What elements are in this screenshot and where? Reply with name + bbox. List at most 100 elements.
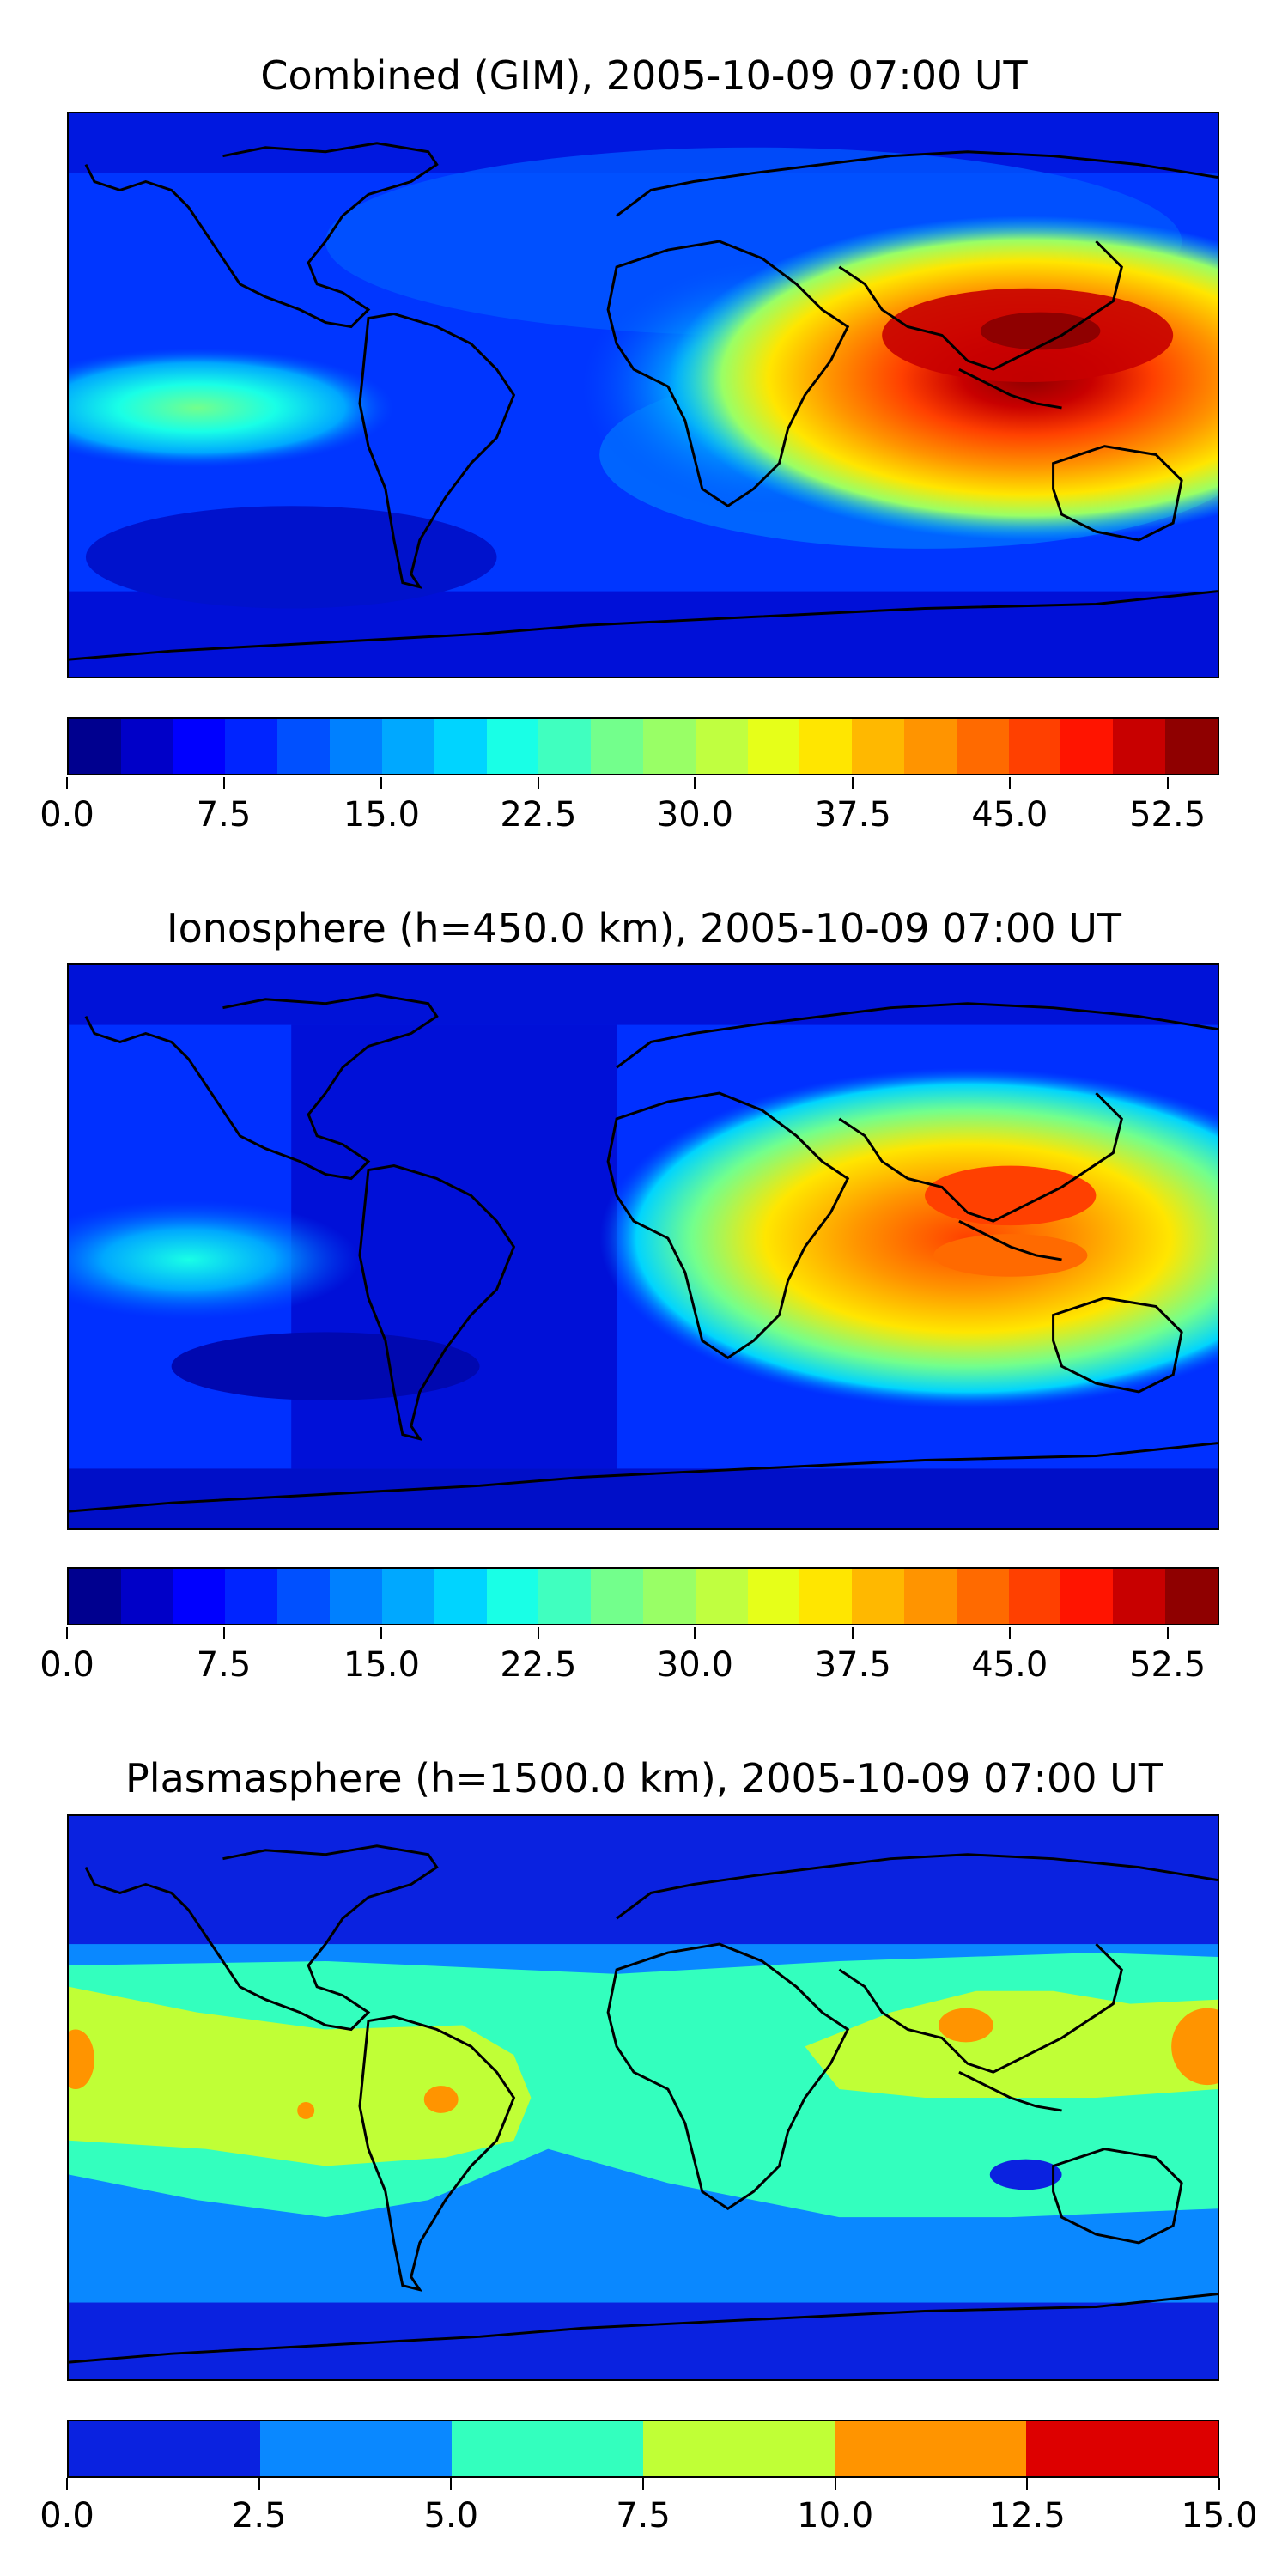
colorbar-tick-label: 5.0 (423, 2496, 479, 2536)
colorbar-combined (67, 717, 1219, 775)
colorbar-tick (537, 1627, 539, 1639)
colorbar-tick (694, 1627, 696, 1639)
colorbar-segment (1113, 719, 1166, 774)
colorbar-ticks-combined: 0.0 7.5 15.0 22.5 30.0 37.5 45.0 52.5 (39, 777, 1219, 834)
map-title: Plasmasphere (h=1500.0 km), 2005-10-09 0… (125, 1755, 1163, 1801)
colorbar-segment (956, 1569, 1009, 1624)
colorbar-segment (225, 1569, 278, 1624)
colorbar-tick (66, 1627, 68, 1639)
colorbar-tick-label: 22.5 (500, 795, 577, 835)
colorbar-tick-label: 2.5 (231, 2496, 287, 2536)
colorbar-segment (747, 719, 800, 774)
colorbar-segment (330, 719, 382, 774)
colorbar-tick-label: 37.5 (814, 1645, 891, 1685)
colorbar-segment (642, 1569, 696, 1624)
colorbar-tick-label: 15.0 (343, 795, 420, 835)
colorbar-tick-label: 7.5 (616, 2496, 671, 2536)
colorbar-segment (1060, 1569, 1114, 1624)
colorbar-segment (904, 719, 957, 774)
colorbar-tick (258, 2478, 260, 2490)
colorbar-tick-label: 12.5 (988, 2496, 1066, 2536)
colorbar-tick-label: 15.0 (343, 1645, 420, 1685)
colorbar-segment (956, 719, 1009, 774)
colorbar-segment (225, 719, 278, 774)
colorbar-segment (799, 1569, 853, 1624)
colorbar-segment (330, 1569, 382, 1624)
colorbar-segment (1165, 719, 1218, 774)
colorbar-segment (277, 719, 331, 774)
colorbar-tick-label: 0.0 (39, 1645, 94, 1685)
colorbar-tick (66, 777, 68, 789)
colorbar-tick (222, 1627, 225, 1639)
colorbar-tick (642, 2478, 644, 2490)
colorbar-tick-label: 7.5 (196, 795, 252, 835)
colorbar-segment (69, 2421, 260, 2476)
colorbar-segment (852, 1569, 904, 1624)
colorbar-segment (173, 719, 226, 774)
colorbar-segment (695, 719, 748, 774)
colorbar-tick-label: 30.0 (656, 1645, 733, 1685)
tec-map-combined (67, 112, 1219, 678)
colorbar-tick-label: 0.0 (39, 795, 94, 835)
colorbar-segment (835, 2421, 1026, 2476)
colorbar-segment (852, 719, 904, 774)
colorbar-tick-label: 10.0 (797, 2496, 874, 2536)
colorbar-tick-label: 15.0 (1181, 2496, 1258, 2536)
colorbar-tick (450, 2478, 453, 2490)
colorbar-tick (222, 777, 225, 789)
colorbar-tick-label: 45.0 (971, 795, 1048, 835)
colorbar-tick (1008, 1627, 1011, 1639)
colorbar-tick (852, 1627, 854, 1639)
colorbar-tick-label: 45.0 (971, 1645, 1048, 1685)
colorbar-tick (1166, 1627, 1169, 1639)
colorbar-tick (1166, 777, 1169, 789)
colorbar-tick-label: 52.5 (1129, 795, 1206, 835)
colorbar-tick (380, 777, 383, 789)
colorbar-ionosphere (67, 1567, 1219, 1625)
colorbar-segment (381, 1569, 434, 1624)
colorbar-tick (1026, 2478, 1029, 2490)
colorbar-segment (1008, 719, 1061, 774)
colorbar-segment (120, 1569, 173, 1624)
colorbar-tick (852, 777, 854, 789)
colorbar-segment (642, 719, 696, 774)
colorbar-segment (747, 1569, 800, 1624)
colorbar-tick-label: 30.0 (656, 795, 733, 835)
colorbar-tick-label: 52.5 (1129, 1645, 1206, 1685)
colorbar-tick (66, 2478, 68, 2490)
colorbar-tick (1008, 777, 1011, 789)
colorbar-segment (1008, 1569, 1061, 1624)
colorbar-segment (1113, 1569, 1166, 1624)
colorbar-segment (1165, 1569, 1218, 1624)
colorbar-segment (486, 719, 539, 774)
colorbar-segment (591, 719, 643, 774)
colorbar-tick (1218, 2478, 1220, 2490)
colorbar-tick (834, 2478, 836, 2490)
colorbar-tick-label: 22.5 (500, 1645, 577, 1685)
colorbar-segment (904, 1569, 957, 1624)
tec-map-plasmasphere (67, 1814, 1219, 2381)
colorbar-segment (120, 719, 173, 774)
colorbar-ticks-ionosphere: 0.0 7.5 15.0 22.5 30.0 37.5 45.0 52.5 (39, 1627, 1219, 1684)
tec-map-ionosphere (67, 963, 1219, 1530)
colorbar-segment (277, 1569, 331, 1624)
colorbar-segment (1060, 719, 1114, 774)
colorbar-plasmasphere (67, 2420, 1219, 2478)
colorbar-segment (695, 1569, 748, 1624)
colorbar-segment (799, 719, 853, 774)
colorbar-tick-label: 37.5 (814, 795, 891, 835)
colorbar-segment (486, 1569, 539, 1624)
colorbar-segment (434, 719, 487, 774)
colorbar-tick (380, 1627, 383, 1639)
colorbar-tick (537, 777, 539, 789)
map-title: Combined (GIM), 2005-10-09 07:00 UT (260, 52, 1028, 99)
colorbar-segment (173, 1569, 226, 1624)
colorbar-segment (381, 719, 434, 774)
colorbar-segment (452, 2421, 643, 2476)
map-title: Ionosphere (h=450.0 km), 2005-10-09 07:0… (167, 905, 1121, 951)
colorbar-segment (643, 2421, 835, 2476)
colorbar-segment (434, 1569, 487, 1624)
colorbar-tick-label: 7.5 (196, 1645, 252, 1685)
colorbar-segment (538, 719, 592, 774)
colorbar-segment (1026, 2421, 1218, 2476)
